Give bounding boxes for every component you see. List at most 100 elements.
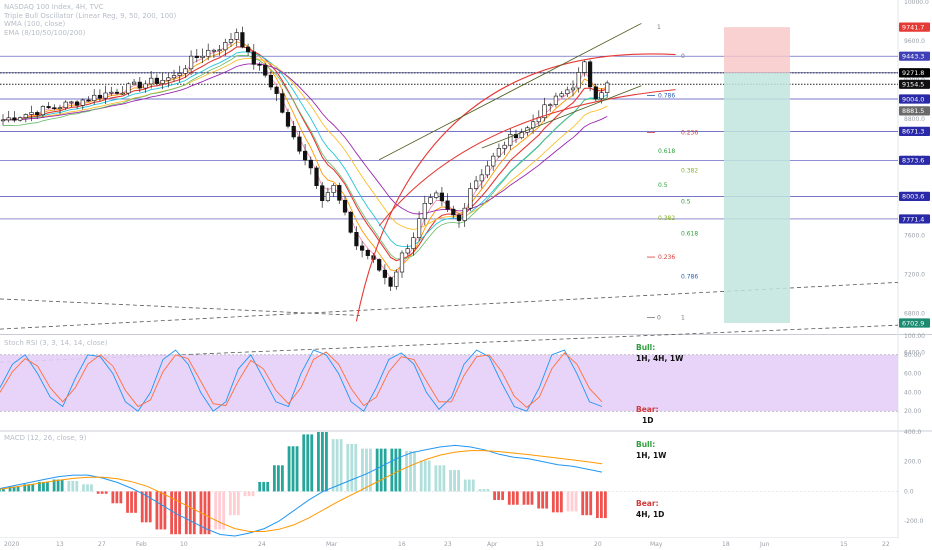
time-axis-tick-label: 13 [56, 541, 64, 548]
macd-histogram-bar [497, 491, 501, 500]
macd-histogram-bar [115, 491, 119, 504]
macd-signal-line [0, 450, 603, 532]
price-label-text: 9741.7 [902, 23, 924, 31]
macd-histogram-bar [331, 439, 335, 492]
candle-body [548, 104, 553, 106]
macd-histogram-bar [559, 491, 563, 513]
macd-histogram-bar [596, 491, 599, 519]
macd-histogram-bar [52, 479, 56, 492]
candle-body [120, 92, 125, 95]
price-axis-label: 9004.0 [899, 94, 930, 104]
macd-histogram-bar [361, 448, 364, 492]
fib-level-label: 0.618 [681, 231, 698, 238]
candle-body [23, 114, 28, 118]
candle-body [382, 269, 388, 278]
candle-body [473, 180, 479, 189]
macd-histogram-bar [67, 480, 71, 492]
candle-body [508, 133, 513, 146]
stoch-axis-tick-label: 40.00 [904, 389, 921, 396]
candle-body [240, 32, 245, 48]
candle-body [183, 68, 188, 74]
macd-histogram-bar [467, 479, 471, 492]
macd-histogram-bar [486, 489, 490, 492]
macd-histogram-bar [463, 479, 467, 492]
candle-body [217, 49, 222, 52]
candle-body [445, 200, 450, 210]
channel-lower-line [481, 85, 642, 149]
chart-legend: NASDAQ 100 Index, 4H, TVC Triple Bull Os… [4, 3, 176, 37]
main-axis-tick-label: 6400.0 [904, 349, 925, 356]
macd-histogram-bar [272, 465, 276, 492]
macd-histogram-bar [522, 491, 526, 505]
candle-body [394, 271, 399, 287]
legend-line-1: NASDAQ 100 Index, 4H, TVC [4, 3, 104, 11]
macd-histogram-bar [566, 491, 570, 512]
price-label-text: 9004.0 [902, 95, 924, 103]
candle-body [109, 91, 114, 94]
candle-body [354, 232, 359, 247]
candle-body [137, 81, 142, 89]
price-axis-label: 8373.6 [899, 155, 930, 165]
candle-body [428, 197, 433, 204]
candle-body [377, 259, 382, 271]
macd-histogram-bar [574, 491, 578, 512]
time-axis-tick-label: May [650, 541, 663, 548]
price-label-text: 8373.6 [902, 157, 924, 165]
macd-histogram-bar [310, 434, 314, 492]
macd-histogram-bar [134, 491, 137, 513]
macd-histogram-bar [409, 451, 412, 492]
candle-body [496, 148, 502, 157]
macd-histogram-bar [184, 491, 188, 535]
macd-histogram-bar [423, 460, 427, 492]
candle-body [177, 73, 182, 76]
candle-body [211, 49, 217, 52]
macd-histogram-bar [38, 481, 41, 492]
price-axis-label: 8671.3 [899, 126, 930, 136]
candle-body [405, 248, 410, 254]
price-axis-label: 8881.5 [899, 106, 930, 116]
macd-histogram-bar [482, 489, 486, 492]
macd-histogram-bar [188, 491, 192, 535]
fib-level-label: 0 [657, 314, 661, 321]
macd-histogram-bar [478, 489, 482, 492]
macd-histogram-bar [405, 451, 408, 492]
stoch-axis-tick-label: 20.00 [904, 408, 921, 415]
fib-level-label: 0.786 [681, 274, 698, 281]
channel-upper-line [379, 23, 642, 161]
time-axis-tick-label: 16 [398, 541, 406, 548]
macd-histogram-bar [104, 491, 108, 494]
candle-body [331, 185, 336, 193]
macd-histogram-bar [178, 491, 181, 535]
macd-histogram-bar [16, 486, 20, 492]
candle-body [297, 136, 302, 152]
fib-level-label: 0.5 [658, 182, 668, 189]
candle-body [0, 119, 6, 122]
price-label-badge [899, 106, 930, 116]
legend-line-2: Triple Bull Oscillator (Linear Reg, 9, 5… [4, 11, 177, 20]
candle-body [280, 93, 285, 113]
price-axis-label: 8003.6 [899, 191, 930, 201]
macd-axis-tick-label: 400.0 [904, 429, 921, 436]
macd-histogram-bar [119, 491, 123, 504]
macd-histogram-bar [75, 480, 79, 492]
macd-histogram-bar [71, 480, 75, 492]
candle-body [86, 99, 91, 102]
time-axis-tick-label: 27 [98, 541, 106, 548]
candle-body [257, 64, 262, 66]
price-label-text: 8003.6 [902, 193, 924, 201]
candle-body [228, 39, 234, 43]
time-axis-tick-label: 2020 [4, 541, 19, 548]
candle-body [274, 86, 279, 94]
macd-histogram-bar [228, 491, 232, 516]
ema-100-line [2, 51, 608, 248]
macd-histogram-bar [526, 491, 530, 505]
macd-histogram-bar [170, 491, 173, 535]
macd-histogram-bar [515, 491, 519, 505]
macd-histogram-bar [350, 443, 354, 492]
macd-histogram-bar [8, 486, 12, 492]
macd-histogram-bar [148, 491, 152, 523]
stoch-bull-note: Bull: 1H, 4H, 1W [636, 342, 683, 364]
candle-body [456, 214, 462, 221]
candle-body [114, 91, 120, 94]
